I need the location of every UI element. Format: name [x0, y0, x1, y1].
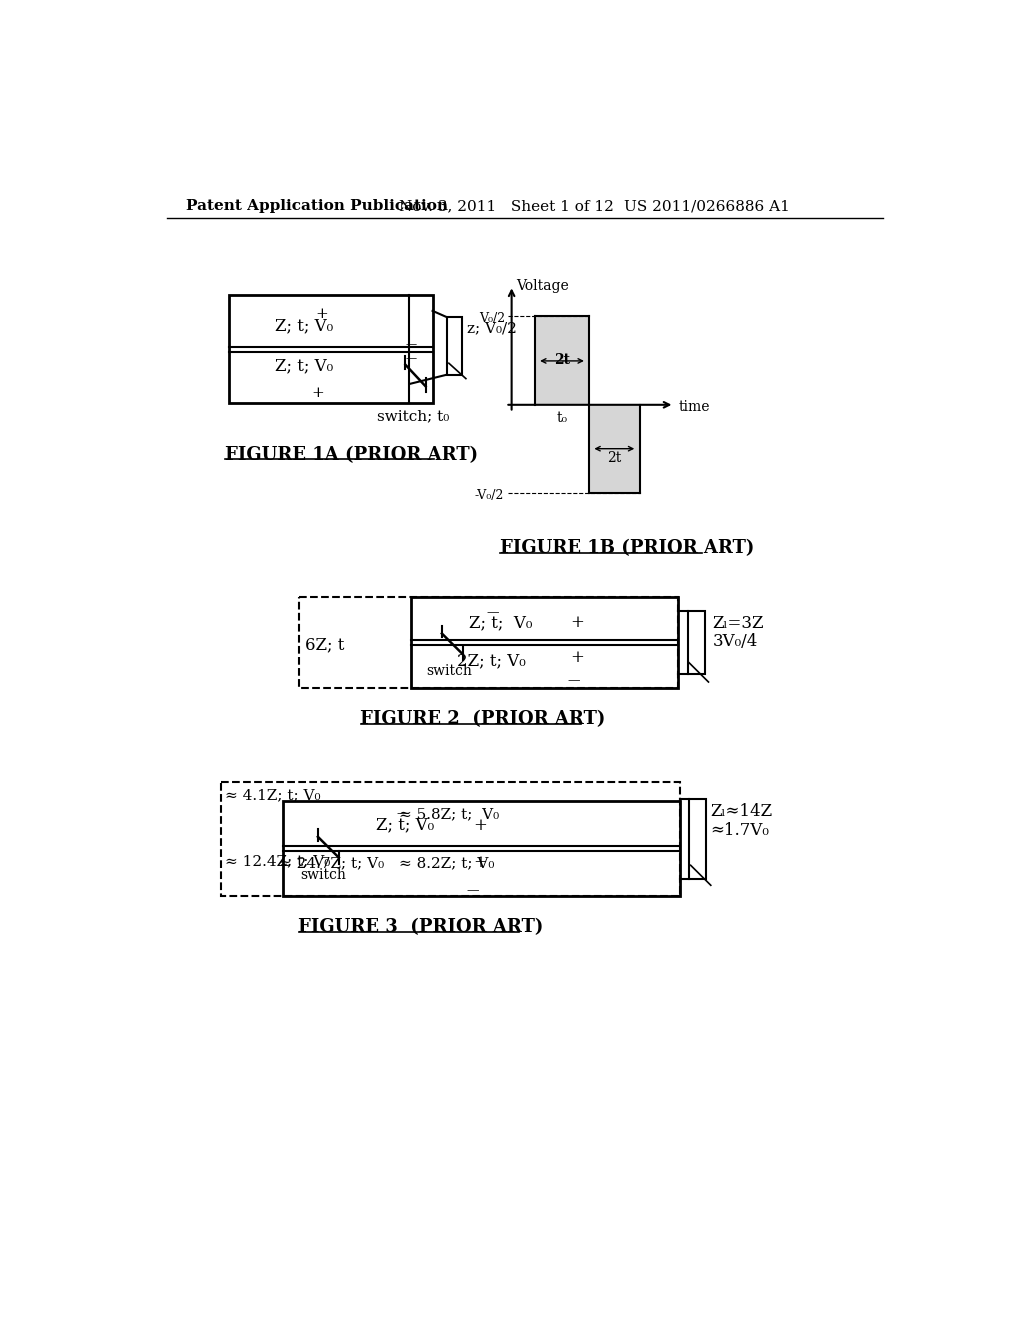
- Text: 2Z; t; V₀: 2Z; t; V₀: [458, 652, 526, 669]
- Text: FIGURE 3  (PRIOR ART): FIGURE 3 (PRIOR ART): [299, 917, 544, 936]
- Text: ≈ 4.1Z; t; V₀: ≈ 4.1Z; t; V₀: [225, 788, 321, 803]
- Text: ≈ 5.8Z; t;  V₀: ≈ 5.8Z; t; V₀: [399, 808, 500, 821]
- Bar: [283, 801, 680, 896]
- Text: Voltage: Voltage: [516, 280, 569, 293]
- Text: -V₀/2: -V₀/2: [474, 490, 504, 503]
- Text: US 2011/0266886 A1: US 2011/0266886 A1: [624, 199, 790, 213]
- Bar: [411, 597, 678, 688]
- Text: —: —: [406, 339, 417, 350]
- Text: 3V₀/4: 3V₀/4: [713, 632, 758, 649]
- Text: switch; t₀: switch; t₀: [377, 409, 450, 424]
- Text: +: +: [474, 854, 487, 871]
- Text: switch: switch: [300, 869, 346, 882]
- Text: —: —: [397, 808, 410, 821]
- Text: ≈1.7V₀: ≈1.7V₀: [710, 822, 769, 840]
- Text: —: —: [486, 607, 499, 619]
- Text: —: —: [406, 354, 417, 363]
- Text: z; V₀/2: z; V₀/2: [467, 321, 516, 335]
- Text: switch: switch: [427, 664, 472, 678]
- Text: +: +: [474, 817, 487, 834]
- Bar: [689, 799, 707, 879]
- Bar: [446, 317, 462, 375]
- Text: +: +: [315, 308, 328, 321]
- Text: t₀: t₀: [556, 411, 567, 425]
- Text: Z; t; V₀: Z; t; V₀: [275, 317, 334, 334]
- Text: FIGURE 1B (PRIOR ART): FIGURE 1B (PRIOR ART): [500, 540, 755, 557]
- Text: Zₗ≈14Z: Zₗ≈14Z: [710, 803, 772, 820]
- Text: Z; t;  V₀: Z; t; V₀: [469, 614, 532, 631]
- Text: Patent Application Publication: Patent Application Publication: [186, 199, 449, 213]
- Text: time: time: [678, 400, 710, 414]
- Text: Nov. 3, 2011   Sheet 1 of 12: Nov. 3, 2011 Sheet 1 of 12: [399, 199, 614, 213]
- Bar: [687, 611, 705, 675]
- Text: Z; t; V₀: Z; t; V₀: [275, 358, 334, 374]
- Bar: [589, 405, 640, 494]
- Text: ≈ 24.7Z; t; V₀: ≈ 24.7Z; t; V₀: [280, 855, 384, 870]
- Text: V₀/2: V₀/2: [479, 313, 506, 326]
- Text: ≈ 8.2Z; t; V₀: ≈ 8.2Z; t; V₀: [399, 855, 495, 870]
- Text: +: +: [570, 649, 585, 665]
- Text: —: —: [567, 675, 580, 688]
- Bar: [299, 597, 678, 688]
- Bar: [221, 781, 680, 896]
- Text: +: +: [570, 614, 585, 631]
- Text: ≈ 12.4Z; t; V₀: ≈ 12.4Z; t; V₀: [225, 854, 330, 869]
- Text: FIGURE 1A (PRIOR ART): FIGURE 1A (PRIOR ART): [225, 446, 478, 463]
- Text: Z; t; V₀: Z; t; V₀: [376, 817, 434, 834]
- Text: Zₗ=3Z: Zₗ=3Z: [713, 615, 764, 632]
- Text: +: +: [311, 387, 325, 400]
- Text: 2t: 2t: [554, 354, 570, 367]
- Bar: [535, 317, 589, 405]
- Text: 6Z; t: 6Z; t: [305, 636, 344, 653]
- Bar: [228, 296, 432, 404]
- Text: FIGURE 2  (PRIOR ART): FIGURE 2 (PRIOR ART): [360, 710, 606, 727]
- Text: 2t: 2t: [607, 451, 622, 465]
- Text: —: —: [467, 884, 479, 898]
